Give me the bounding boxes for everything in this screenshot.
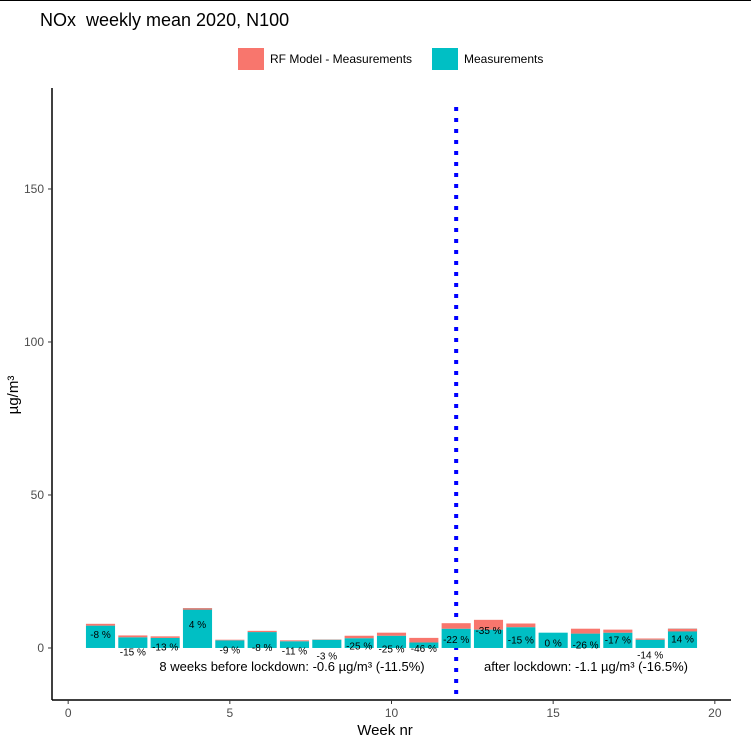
x-tick-label-20: 20 [708, 706, 722, 720]
bar-rf-diff-week-5 [215, 639, 245, 641]
bar-rf-diff-week-18 [635, 638, 665, 640]
data-label-week-7: -11 % [282, 646, 307, 657]
data-label-week-16: -26 % [572, 641, 598, 652]
y-tick-label-150: 150 [24, 182, 44, 196]
bar-measurements-week-16 [570, 633, 601, 648]
bar-rf-diff-week-6 [247, 630, 277, 633]
y-tick-label-0: 0 [37, 641, 44, 655]
bar-rf-diff-week-10 [376, 632, 407, 636]
bar-rf-diff-week-7 [279, 640, 310, 642]
data-label-week-2: -15 % [120, 647, 146, 658]
bar-measurements-week-12 [441, 628, 471, 648]
bar-measurements-week-18 [635, 639, 665, 648]
bar-measurements-week-14 [506, 627, 536, 648]
y-tick-label-50: 50 [31, 488, 45, 502]
legend-swatch-rf-model [238, 48, 264, 70]
bar-rf-diff-week-12 [441, 623, 471, 629]
x-tick-label-5: 5 [226, 706, 233, 720]
data-label-week-13: -35 % [475, 626, 501, 637]
y-axis-label: µg/m³ [5, 376, 22, 415]
bar-measurements-week-2 [118, 637, 148, 648]
bar-measurements-week-1 [85, 625, 116, 648]
legend-item-measurements: Measurements [432, 48, 543, 70]
data-label-week-12: -22 % [443, 635, 469, 646]
bar-rf-diff-week-4 [182, 608, 213, 610]
top-border [0, 0, 751, 1]
bar-measurements-week-13 [473, 629, 504, 648]
bar-measurements-week-15 [538, 632, 568, 648]
data-label-week-17: -17 % [605, 636, 631, 647]
bar-rf-diff-week-17 [603, 629, 633, 633]
bar-rf-diff-week-9 [344, 635, 374, 639]
legend-label-rf-model: RF Model - Measurements [270, 52, 413, 66]
bar-measurements-week-19 [667, 628, 698, 648]
bar-measurements-week-5 [215, 640, 245, 648]
bar-rf-diff-week-16 [570, 628, 601, 634]
chart-title: NOx weekly mean 2020, N100 [40, 10, 290, 30]
data-label-week-15: 0 % [545, 639, 562, 650]
bar-measurements-week-8 [312, 639, 342, 648]
bar-rf-diff-week-2 [118, 635, 148, 638]
data-label-week-4: 4 % [189, 620, 206, 631]
x-tick-label-0: 0 [65, 706, 72, 720]
x-tick-label-10: 10 [385, 706, 399, 720]
bar-measurements-week-10 [376, 635, 407, 648]
y-tick-label-100: 100 [24, 335, 44, 349]
data-label-week-18: -14 % [637, 650, 663, 661]
data-label-week-19: 14 % [671, 635, 694, 646]
legend-item-rf-model: RF Model - Measurements [238, 48, 412, 70]
bar-measurements-week-7 [279, 641, 310, 648]
data-label-week-14: -15 % [508, 636, 534, 647]
annotation-after-lockdown: after lockdown: -1.1 µg/m³ (-16.5%) [484, 659, 688, 674]
bar-measurements-week-11 [409, 642, 439, 648]
data-label-week-8: -3 % [317, 651, 338, 662]
bar-rf-diff-week-1 [85, 623, 116, 626]
x-axis-label: Week nr [357, 722, 413, 739]
bar-rf-diff-week-3 [150, 636, 180, 638]
bar-measurements-week-3 [150, 637, 180, 648]
legend-swatch-measurements [432, 48, 458, 70]
bar-measurements-week-6 [247, 632, 277, 648]
data-label-week-1: -8 % [90, 630, 111, 641]
data-label-week-6: -8 % [252, 643, 273, 654]
legend: RF Model - Measurements Measurements [0, 48, 751, 76]
bar-rf-diff-week-11 [409, 637, 439, 643]
bar-measurements-week-17 [603, 632, 633, 648]
annotation-before-lockdown: 8 weeks before lockdown: -0.6 µg/m³ (-11… [159, 659, 424, 674]
bar-rf-diff-week-19 [667, 628, 698, 632]
data-label-week-5: -9 % [220, 646, 241, 657]
data-label-week-9: -25 % [346, 642, 372, 653]
x-tick-label-15: 15 [546, 706, 560, 720]
data-label-week-10: -25 % [378, 645, 404, 656]
data-label-week-3: -13 % [152, 642, 178, 653]
legend-label-measurements: Measurements [464, 52, 544, 66]
bar-measurements-week-4 [182, 608, 213, 648]
data-label-week-11: -46 % [411, 644, 437, 655]
bar-rf-diff-week-14 [506, 623, 536, 628]
bar-measurements-week-9 [344, 638, 374, 648]
bar-rf-diff-week-13 [473, 619, 504, 630]
